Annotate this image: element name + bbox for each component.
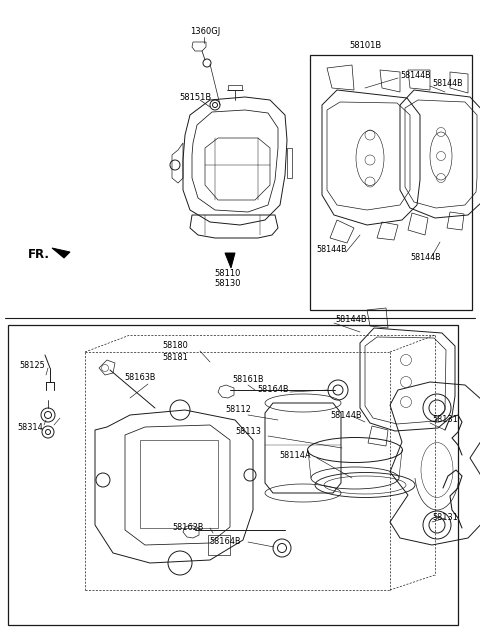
Text: 58101B: 58101B bbox=[349, 40, 381, 49]
Text: 58131: 58131 bbox=[432, 415, 458, 425]
Text: 58161B: 58161B bbox=[232, 375, 264, 384]
Text: 58164B: 58164B bbox=[209, 537, 241, 547]
Text: 58144B: 58144B bbox=[316, 245, 347, 255]
Text: 58180: 58180 bbox=[162, 341, 188, 351]
Text: 58114A: 58114A bbox=[279, 451, 311, 459]
Text: 58181: 58181 bbox=[162, 353, 188, 362]
Text: 58110: 58110 bbox=[215, 269, 241, 277]
Text: 58130: 58130 bbox=[215, 279, 241, 288]
Text: 58151B: 58151B bbox=[180, 94, 212, 102]
Polygon shape bbox=[52, 248, 70, 258]
Bar bbox=[8, 325, 458, 625]
Bar bbox=[140, 440, 218, 528]
Text: FR.: FR. bbox=[28, 248, 50, 262]
Text: 58131: 58131 bbox=[432, 513, 458, 523]
Text: 58144B: 58144B bbox=[335, 315, 367, 324]
Text: 58125: 58125 bbox=[19, 360, 45, 370]
Text: 58144B: 58144B bbox=[410, 253, 441, 262]
Text: 58144B: 58144B bbox=[432, 78, 463, 87]
Text: 58164B: 58164B bbox=[257, 386, 289, 394]
Text: 58112: 58112 bbox=[225, 406, 251, 415]
Text: 58144B: 58144B bbox=[330, 411, 361, 420]
Text: 1360GJ: 1360GJ bbox=[190, 28, 220, 37]
Polygon shape bbox=[225, 253, 235, 268]
Text: 58314: 58314 bbox=[17, 423, 43, 432]
Text: 58144B: 58144B bbox=[400, 71, 431, 80]
Bar bbox=[208, 535, 230, 555]
Text: 58162B: 58162B bbox=[172, 523, 204, 533]
Text: 58113: 58113 bbox=[235, 427, 261, 437]
Bar bbox=[310, 55, 472, 310]
Text: 58163B: 58163B bbox=[124, 374, 156, 382]
